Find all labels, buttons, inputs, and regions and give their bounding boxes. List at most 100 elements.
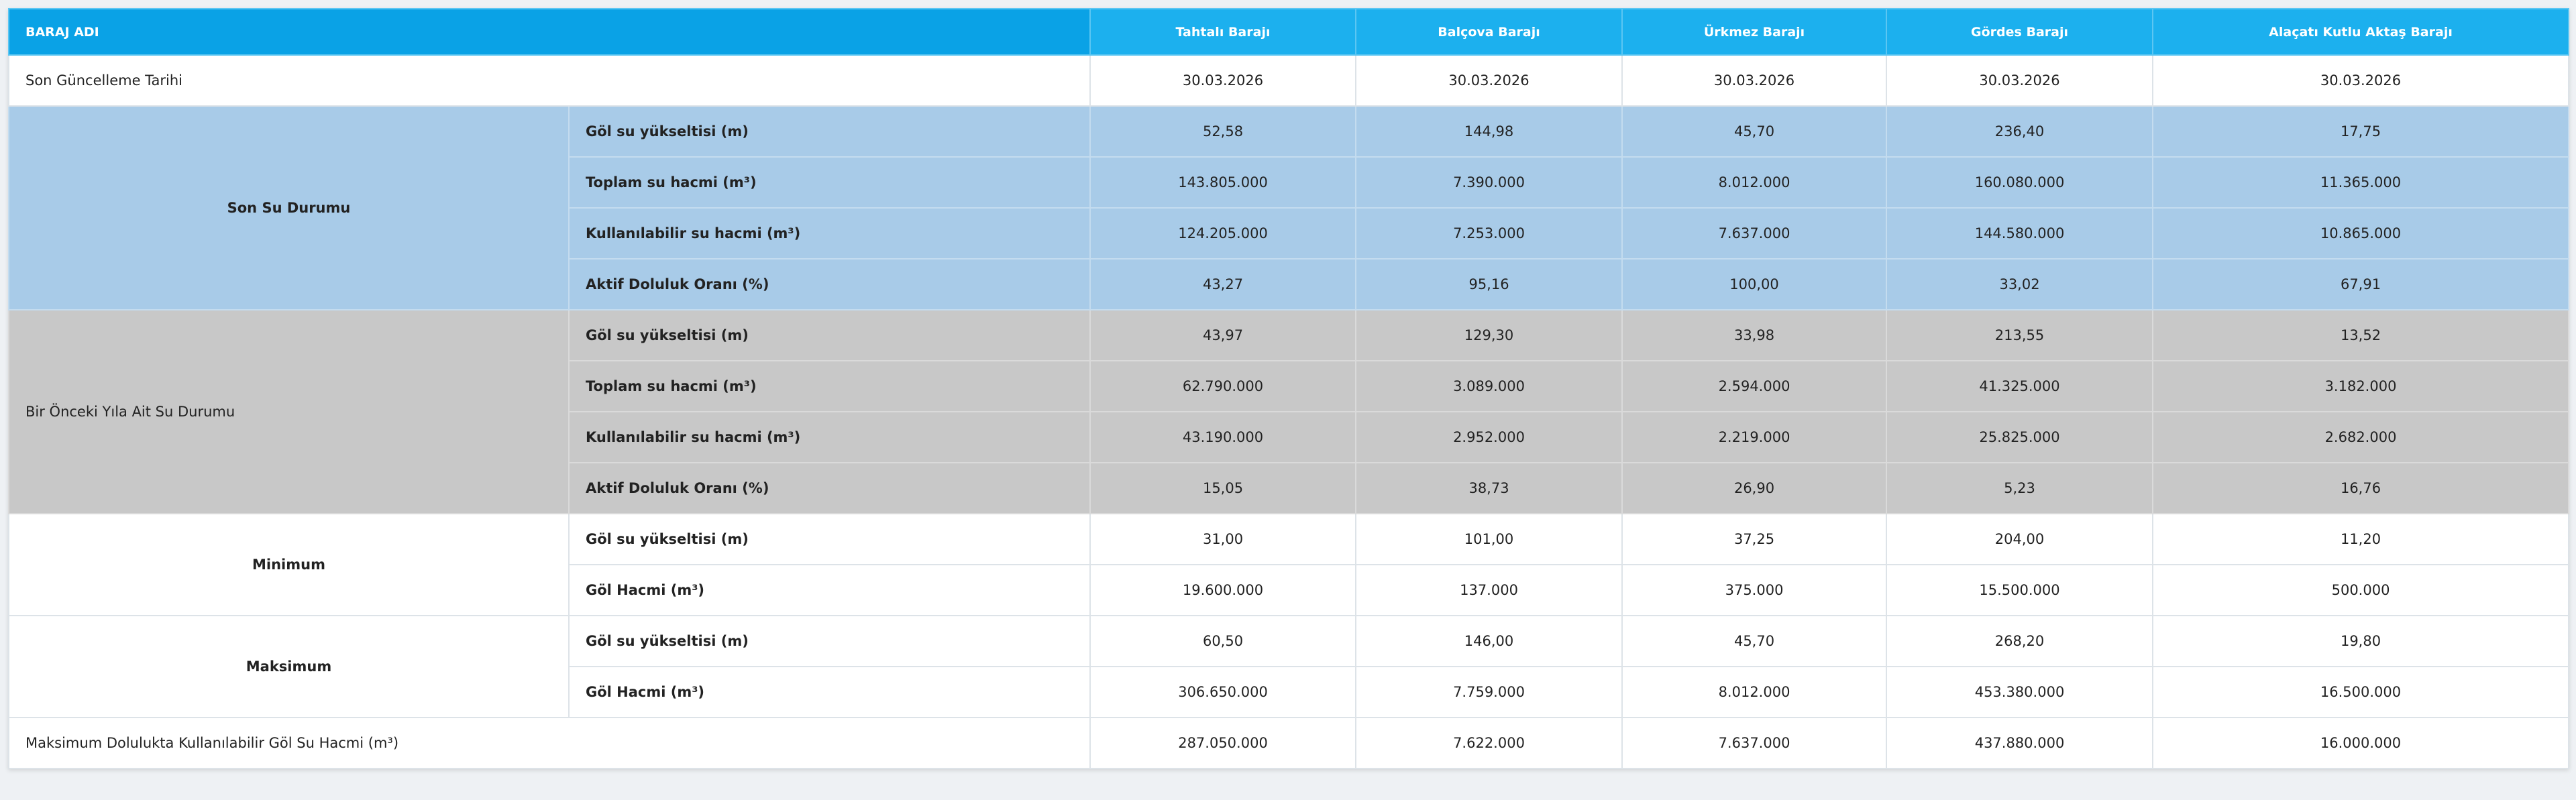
table-row: Bir Önceki Yıla Ait Su Durumu Göl su yüks…: [8, 309, 2570, 514]
table-row: Kullanılabilir su hacmi (m³) 124.205.000 7…: [9, 207, 2570, 260]
value-cell: 10.865.000: [2152, 207, 2570, 260]
table-row: Göl Hacmi (m³) 19.600.000 137.000 375.000 15…: [9, 564, 2570, 616]
value-cell: 11.365.000: [2152, 156, 2570, 209]
value-cell: 60,50: [1089, 615, 1357, 667]
row-label: Göl Hacmi (m³): [568, 564, 1091, 616]
value-cell: 45,70: [1621, 615, 1888, 667]
value-cell: 30.03.2026: [1089, 54, 1357, 107]
header-cell: Ürkmez Barajı: [1621, 8, 1888, 56]
value-cell: 8.012.000: [1621, 666, 1888, 718]
value-cell: 7.759.000: [1355, 666, 1623, 718]
header-cell: BARAJ ADI: [7, 8, 1091, 56]
header-cell: Alaçatı Kutlu Aktaş Barajı: [2152, 8, 2570, 56]
value-cell: 268,20: [1886, 615, 2154, 667]
table-row: Kullanılabilir su hacmi (m³) 43.190.000 2.…: [9, 411, 2570, 463]
value-cell: 129,30: [1355, 309, 1623, 361]
value-cell: 146,00: [1355, 615, 1623, 667]
value-cell: 453.380.000: [1886, 666, 2154, 718]
value-cell: 7.637.000: [1621, 717, 1888, 769]
row-label: Göl su yükseltisi (m): [568, 615, 1091, 667]
value-cell: 7.622.000: [1355, 717, 1623, 769]
value-cell: 33,98: [1621, 309, 1888, 361]
value-cell: 236,40: [1886, 105, 2154, 158]
value-cell: 26,90: [1621, 462, 1888, 514]
value-cell: 7.390.000: [1355, 156, 1623, 209]
value-cell: 5,23: [1886, 462, 2154, 514]
value-cell: 2.594.000: [1621, 360, 1888, 412]
row-label: Toplam su hacmi (m³): [568, 156, 1091, 209]
value-cell: 16.500.000: [2152, 666, 2570, 718]
header-cell: Balçova Barajı: [1355, 8, 1623, 56]
value-cell: 43.190.000: [1089, 411, 1357, 463]
table-row: Aktif Doluluk Oranı (%) 43,27 95,16 100,00 3…: [9, 258, 2570, 310]
value-cell: 30.03.2026: [2152, 54, 2570, 107]
value-cell: 144.580.000: [1886, 207, 2154, 260]
value-cell: 101,00: [1355, 513, 1623, 565]
table-row: Toplam su hacmi (m³) 143.805.000 7.390.000…: [9, 156, 2570, 209]
value-cell: 45,70: [1621, 105, 1888, 158]
value-cell: 13,52: [2152, 309, 2570, 361]
value-cell: 19.600.000: [1089, 564, 1357, 616]
dam-table: BARAJ ADI Tahtalı Barajı Balçova Barajı Ürk…: [7, 8, 2570, 769]
value-cell: 38,73: [1355, 462, 1623, 514]
value-cell: 95,16: [1355, 258, 1623, 310]
row-label: Kullanılabilir su hacmi (m³): [568, 411, 1091, 463]
value-cell: 43,27: [1089, 258, 1357, 310]
value-cell: 17,75: [2152, 105, 2570, 158]
value-cell: 15.500.000: [1886, 564, 2154, 616]
value-cell: 124.205.000: [1089, 207, 1357, 260]
value-cell: 2.682.000: [2152, 411, 2570, 463]
value-cell: 8.012.000: [1621, 156, 1888, 209]
header-cell: Gördes Barajı: [1886, 8, 2154, 56]
value-cell: 67,91: [2152, 258, 2570, 310]
row-label: Son Güncelleme Tarihi: [7, 54, 1091, 107]
row-label: Maksimum Dolulukta Kullanılabilir Göl Su…: [7, 717, 1091, 769]
value-cell: 30.03.2026: [1621, 54, 1888, 107]
value-cell: 7.253.000: [1355, 207, 1623, 260]
value-cell: 143.805.000: [1089, 156, 1357, 209]
section-title: Bir Önceki Yıla Ait Su Durumu: [8, 309, 570, 514]
row-label: Göl su yükseltisi (m): [568, 513, 1091, 565]
header-cell: Tahtalı Barajı: [1089, 8, 1357, 56]
row-label: Kullanılabilir su hacmi (m³): [568, 207, 1091, 260]
value-cell: 15,05: [1089, 462, 1357, 514]
value-cell: 16,76: [2152, 462, 2570, 514]
value-cell: 30.03.2026: [1355, 54, 1623, 107]
row-label: Göl Hacmi (m³): [568, 666, 1091, 718]
row-label: Göl su yükseltisi (m): [568, 105, 1091, 158]
value-cell: 62.790.000: [1089, 360, 1357, 412]
section-title: Son Su Durumu: [8, 105, 570, 310]
table-row: Minimum Göl su yükseltisi (m) 31,00 101,00 3…: [8, 513, 2570, 616]
row-label: Aktif Doluluk Oranı (%): [568, 462, 1091, 514]
value-cell: 52,58: [1089, 105, 1357, 158]
value-cell: 41.325.000: [1886, 360, 2154, 412]
table-row: Son Güncelleme Tarihi 30.03.2026 30.03.202…: [7, 54, 2570, 107]
value-cell: 3.182.000: [2152, 360, 2570, 412]
value-cell: 30.03.2026: [1886, 54, 2154, 107]
table-row: Toplam su hacmi (m³) 62.790.000 3.089.000 2…: [9, 360, 2570, 412]
value-cell: 25.825.000: [1886, 411, 2154, 463]
value-cell: 43,97: [1089, 309, 1357, 361]
value-cell: 31,00: [1089, 513, 1357, 565]
value-cell: 213,55: [1886, 309, 2154, 361]
table-row: Maksimum Göl su yükseltisi (m) 60,50 146,00…: [8, 615, 2570, 718]
value-cell: 19,80: [2152, 615, 2570, 667]
value-cell: 2.952.000: [1355, 411, 1623, 463]
value-cell: 160.080.000: [1886, 156, 2154, 209]
table-row: BARAJ ADI Tahtalı Barajı Balçova Barajı Ürk…: [7, 8, 2570, 56]
row-label: Göl su yükseltisi (m): [568, 309, 1091, 361]
value-cell: 37,25: [1621, 513, 1888, 565]
row-label: Toplam su hacmi (m³): [568, 360, 1091, 412]
value-cell: 100,00: [1621, 258, 1888, 310]
section-title: Minimum: [8, 513, 570, 616]
table-row: Maksimum Dolulukta Kullanılabilir Göl Su…: [7, 717, 2570, 769]
value-cell: 500.000: [2152, 564, 2570, 616]
value-cell: 375.000: [1621, 564, 1888, 616]
value-cell: 16.000.000: [2152, 717, 2570, 769]
value-cell: 287.050.000: [1089, 717, 1357, 769]
value-cell: 306.650.000: [1089, 666, 1357, 718]
table-row: Göl Hacmi (m³) 306.650.000 7.759.000 8.012.…: [9, 666, 2570, 718]
value-cell: 3.089.000: [1355, 360, 1623, 412]
value-cell: 144,98: [1355, 105, 1623, 158]
